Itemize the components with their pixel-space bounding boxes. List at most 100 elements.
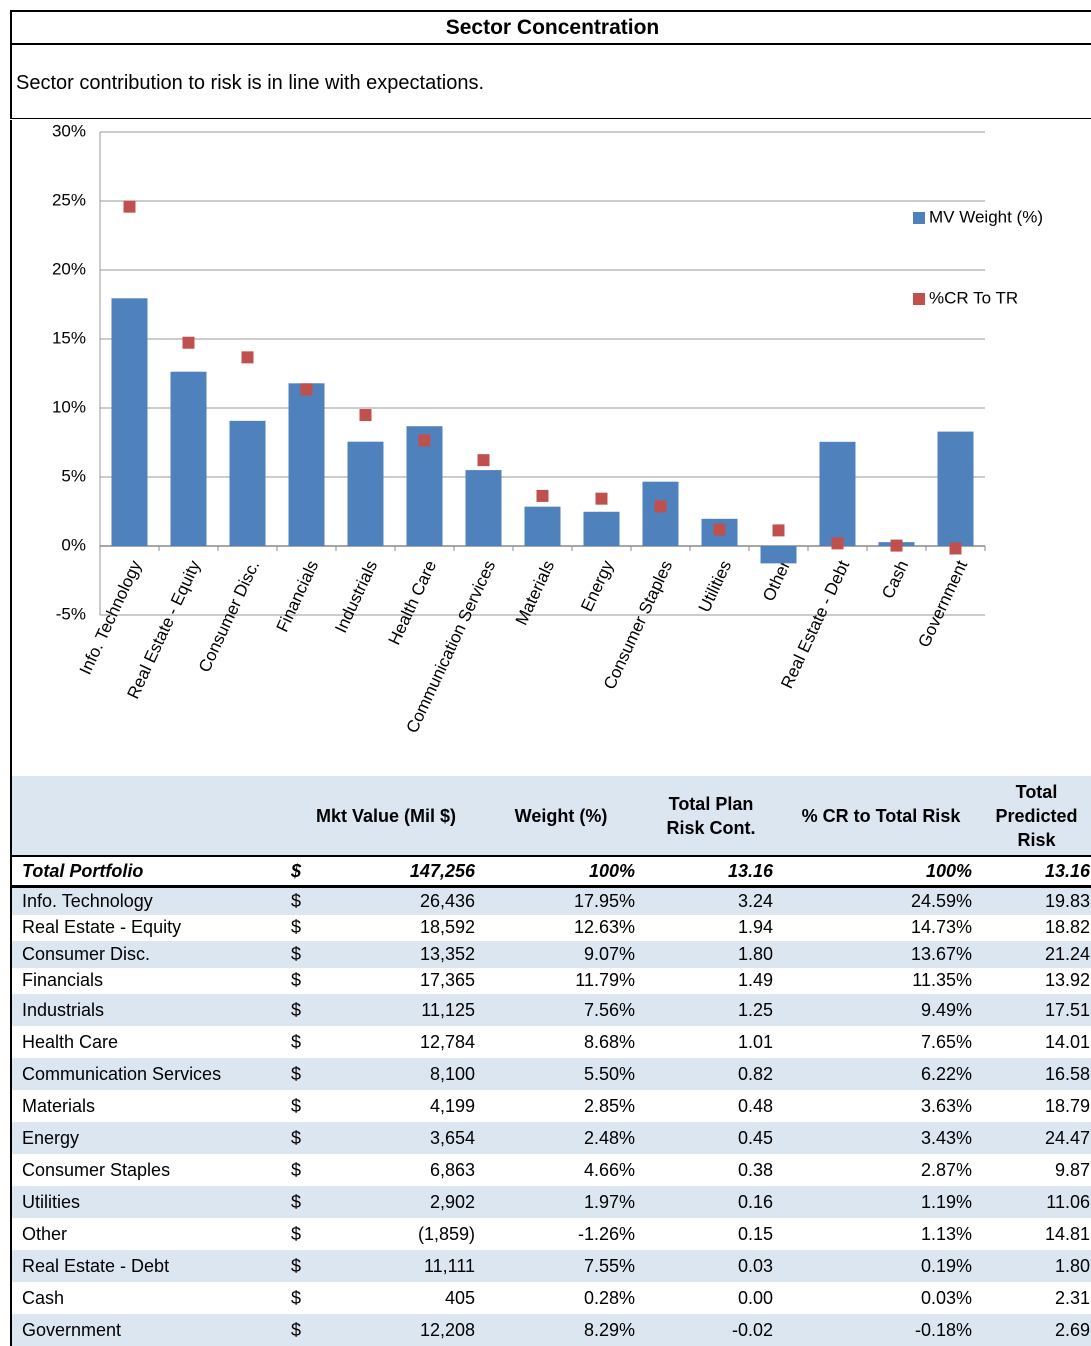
- table-cell: 26,436: [341, 886, 481, 915]
- table: Mkt Value (Mil $) Weight (%) Total Plan …: [10, 776, 1091, 1346]
- table-row: Real Estate - Debt $11,111 7.55% 0.03 0.19% 1…: [11, 1250, 1091, 1282]
- x-tick-label: Health Care: [385, 558, 441, 648]
- x-tick-label: Utilities: [695, 558, 735, 616]
- table-cell: (1,859): [417, 1223, 475, 1244]
- header-cell: % CR to Total Risk: [781, 776, 981, 857]
- table-cell: $: [291, 941, 341, 968]
- x-tick-label: Cash: [878, 558, 912, 602]
- x-tick-label: Other: [759, 557, 794, 604]
- table-cell: Energy: [11, 1122, 291, 1154]
- table-cell: Total Portfolio: [11, 856, 291, 888]
- y-tick-label: 25%: [52, 190, 86, 209]
- table-cell: $: [291, 886, 341, 915]
- table-row: Real Estate - Equity $18,592 12.63% 1.94 14.…: [11, 915, 1091, 942]
- table-cell: $: [291, 970, 302, 991]
- title: Sector Concentration: [10, 10, 1091, 45]
- table-cell: $: [291, 1122, 341, 1154]
- table-row: Utilities $2,902 1.97% 0.16 1.19% 11.06: [11, 1186, 1091, 1218]
- table-cell: $: [291, 1250, 341, 1282]
- table-cell: 21.24: [981, 941, 1091, 968]
- table-cell: $: [291, 1159, 302, 1180]
- x-tick-label: Industrials: [331, 558, 381, 636]
- marker: [536, 489, 549, 502]
- marker: [123, 200, 136, 213]
- table-cell: 2.48%: [481, 1122, 641, 1154]
- table-cell: $: [291, 856, 341, 888]
- table-row: Total Portfolio $147,256 100% 13.16 100% 13.1…: [11, 856, 1091, 888]
- table-cell: 2.87%: [920, 1159, 972, 1180]
- bar: [583, 511, 620, 546]
- table-cell: 13,352: [341, 941, 481, 968]
- table-cell: 14.01: [1044, 1031, 1090, 1052]
- bar: [229, 420, 266, 546]
- bar: [465, 470, 502, 546]
- table-row: Consumer Staples $6,863 4.66% 0.38 2.87% 9.87: [11, 1154, 1091, 1186]
- bar: [937, 431, 974, 546]
- table-cell: Materials: [22, 1095, 96, 1116]
- table-cell: 2.31: [1054, 1287, 1090, 1308]
- marker: [300, 383, 313, 396]
- bar: [819, 441, 856, 546]
- table-cell: 1.97%: [481, 1186, 641, 1218]
- table-cell: 3,654: [341, 1122, 481, 1154]
- table-cell: 1.94: [737, 917, 773, 938]
- table-cell: 2.69: [981, 1314, 1091, 1346]
- table-cell: 24.47: [981, 1122, 1091, 1154]
- table-cell: 17,365: [419, 970, 475, 991]
- marker: [772, 524, 785, 537]
- y-tick-label: 30%: [52, 121, 86, 140]
- table-cell: 0.03: [641, 1250, 781, 1282]
- table-row: Other $ (1,859) -1.26% 0.15 1.13% 14.81: [11, 1218, 1091, 1250]
- table-cell: $: [291, 994, 341, 1026]
- table-row: Info. Technology $26,436 17.95% 3.24 24.59% 1…: [11, 886, 1091, 915]
- table-cell: 0.45: [641, 1122, 781, 1154]
- header-cell: Weight (%): [481, 776, 641, 857]
- table-cell: $: [291, 917, 302, 938]
- table-cell: 1.13%: [920, 1223, 972, 1244]
- table-cell: Utilities: [11, 1186, 291, 1218]
- table-cell: $: [291, 1186, 341, 1218]
- table-cell: 7.56%: [481, 994, 641, 1026]
- table-cell: 0.15: [737, 1223, 773, 1244]
- table-cell: Real Estate - Debt: [11, 1250, 291, 1282]
- table-cell: 1.49: [737, 970, 773, 991]
- bar: [524, 506, 561, 546]
- table-cell: 100%: [781, 856, 981, 888]
- x-tick-label: Government: [914, 557, 971, 650]
- table-row: Energy $3,654 2.48% 0.45 3.43% 24.47: [11, 1122, 1091, 1154]
- table-cell: 6.22%: [781, 1058, 981, 1090]
- header-row: Mkt Value (Mil $) Weight (%) Total Plan …: [11, 776, 1091, 857]
- table-cell: 1.80: [981, 1250, 1091, 1282]
- table-cell: 7.65%: [920, 1031, 972, 1052]
- marker: [359, 409, 372, 422]
- table-cell: Financials: [22, 970, 104, 991]
- x-tick-label: Consumer Disc.: [195, 558, 263, 676]
- table-cell: -0.02: [641, 1314, 781, 1346]
- table-cell: -0.18%: [781, 1314, 981, 1346]
- table-cell: $: [291, 1095, 302, 1116]
- table-cell: 19.83: [981, 886, 1091, 915]
- table-cell: 14.73%: [910, 917, 972, 938]
- table-cell: 2,902: [341, 1186, 481, 1218]
- table-cell: $: [291, 1031, 302, 1052]
- y-tick-label: 10%: [52, 397, 86, 416]
- y-tick-label: 5%: [61, 466, 86, 485]
- table-cell: 4.66%: [583, 1159, 635, 1180]
- table-cell: 0.19%: [781, 1250, 981, 1282]
- table-cell: 11.06: [981, 1186, 1091, 1218]
- table-cell: 18.79: [1044, 1095, 1090, 1116]
- table-cell: 18.82: [1044, 917, 1090, 938]
- table-cell: Real Estate - Equity: [22, 917, 182, 938]
- table-cell: 7.55%: [481, 1250, 641, 1282]
- table-cell: 17.51: [981, 994, 1091, 1026]
- table-cell: Communication Services: [11, 1058, 291, 1090]
- y-tick-label: -5%: [56, 604, 86, 623]
- bar: [642, 481, 679, 546]
- table-cell: 9.87: [1054, 1159, 1090, 1180]
- table-cell: Cash: [22, 1287, 65, 1308]
- marker: [418, 434, 431, 447]
- table-cell: 0.16: [641, 1186, 781, 1218]
- marker: [182, 336, 195, 349]
- table-cell: 100%: [481, 856, 641, 888]
